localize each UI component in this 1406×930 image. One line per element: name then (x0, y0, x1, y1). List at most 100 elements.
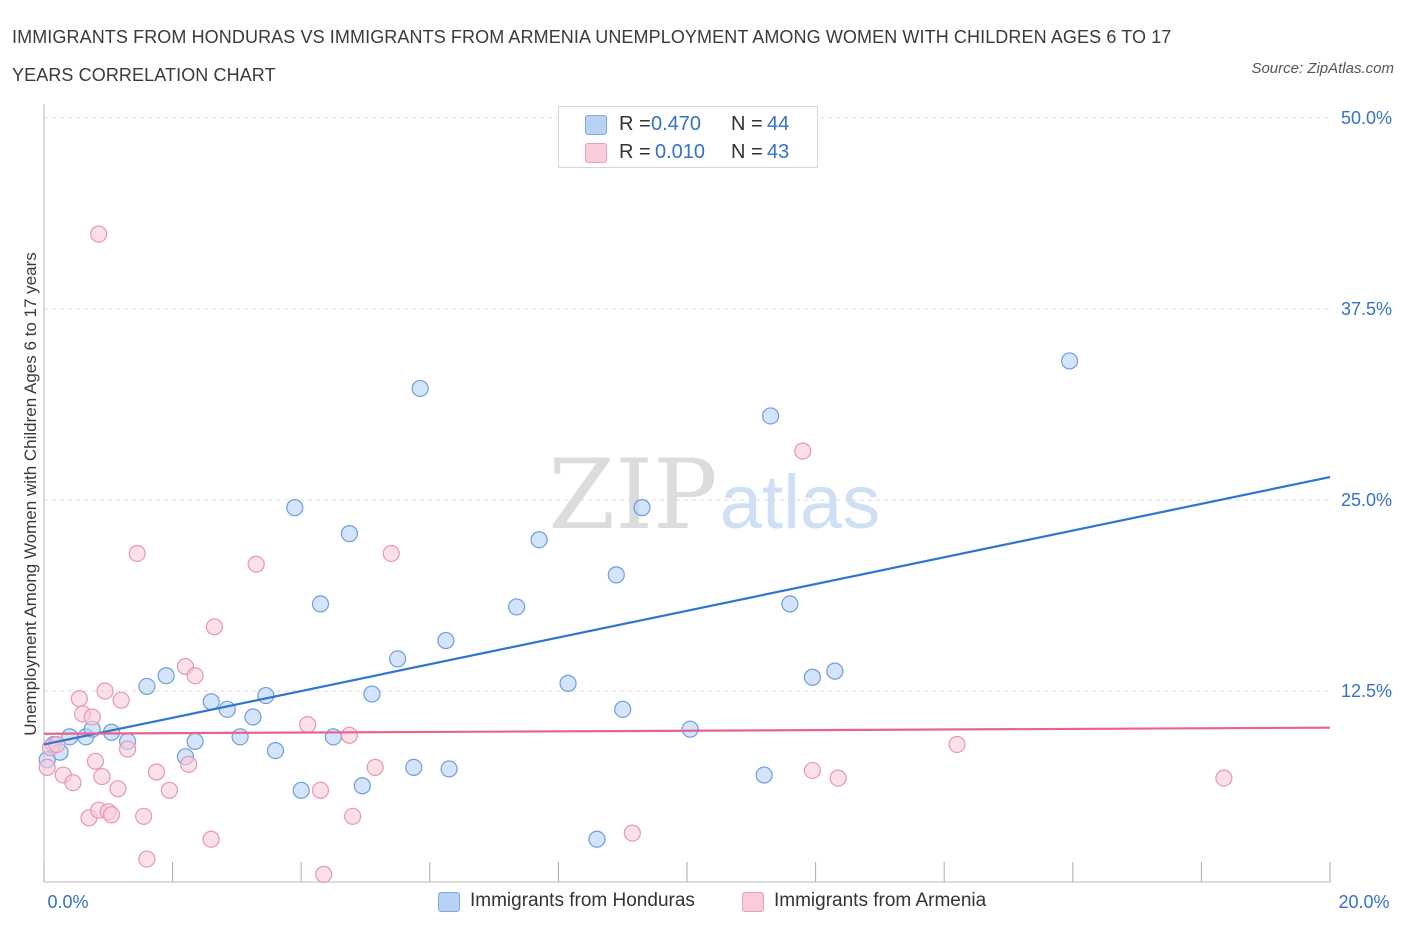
armenia-point (128, 544, 146, 563)
armenia-point (340, 726, 359, 744)
grid-lines (44, 117, 1330, 692)
honduras-point (588, 830, 606, 848)
x-tick-label: 0.0% (47, 892, 88, 912)
honduras-point (681, 720, 699, 738)
armenia-point (186, 667, 204, 685)
armenia-point (205, 618, 223, 636)
honduras-point (755, 766, 773, 784)
series-legend: Immigrants from Honduras Immigrants from… (0, 888, 1406, 918)
armenia-point (90, 225, 108, 243)
honduras-point (411, 379, 429, 398)
honduras-point (559, 674, 577, 692)
armenia-point (48, 735, 66, 754)
armenia-point (299, 716, 317, 734)
armenia-point (118, 740, 137, 758)
data-points (38, 225, 1233, 883)
honduras-point (157, 667, 175, 685)
armenia-point (794, 442, 812, 460)
chart-title: IMMIGRANTS FROM HONDURAS VS IMMIGRANTS F… (12, 27, 1172, 85)
honduras-point (353, 777, 371, 795)
armenia-point (112, 691, 130, 709)
armenia-point (202, 830, 220, 848)
axes: 12.5% 25.0% 37.5% 50.0% 0.0% 20.0% (43, 104, 1392, 912)
honduras-point (324, 728, 342, 746)
honduras-point (826, 662, 844, 680)
r-value: 0.010 (655, 141, 706, 163)
armenia-point (83, 708, 101, 726)
armenia-point (315, 865, 333, 883)
armenia-point (70, 690, 88, 708)
honduras-trend-line (43, 476, 1331, 746)
armenia-point (180, 755, 198, 773)
honduras-point (389, 650, 407, 668)
honduras-point (363, 685, 381, 703)
armenia-swatch (585, 143, 607, 163)
source-label: Source: ZipAtlas.com (1251, 60, 1394, 77)
y-tick-label: 37.5% (1341, 299, 1392, 319)
x-tick-label: 20.0% (1338, 892, 1389, 912)
honduras-point (218, 700, 236, 718)
armenia-point (138, 850, 156, 868)
honduras-point (257, 686, 275, 705)
armenia-point (102, 806, 121, 824)
armenia-point (344, 807, 362, 825)
legend-label: Immigrants from Armenia (774, 890, 987, 911)
honduras-point (292, 781, 310, 799)
honduras-point (530, 531, 548, 549)
armenia-point (109, 780, 127, 798)
honduras-swatch (585, 115, 607, 135)
armenia-point (93, 767, 111, 786)
honduras-point (633, 499, 651, 517)
y-axis-label: Unemployment Among Women with Children A… (21, 252, 40, 736)
y-tick-label: 50.0% (1341, 108, 1392, 128)
r-label: R = (619, 141, 651, 163)
armenia-point (38, 758, 56, 777)
armenia-point (366, 758, 384, 777)
watermark-atlas: atlas (720, 460, 881, 545)
y-tick-label: 12.5% (1341, 681, 1392, 701)
honduras-point (405, 758, 423, 777)
honduras-point (186, 732, 204, 751)
armenia-point (247, 555, 265, 573)
honduras-point (781, 595, 799, 613)
armenia-point (160, 781, 178, 799)
armenia-point (382, 544, 400, 563)
honduras-point (286, 499, 304, 517)
watermark: ZIP atlas (548, 439, 880, 551)
n-value: 44 (767, 113, 790, 135)
honduras-point (231, 728, 249, 746)
honduras-point (1060, 352, 1079, 370)
watermark-zip: ZIP (548, 439, 717, 551)
honduras-point (437, 631, 455, 650)
honduras-point (340, 525, 359, 543)
armenia-point (623, 824, 641, 842)
honduras-point (607, 566, 625, 584)
honduras-point (138, 677, 156, 696)
armenia-point (96, 682, 114, 700)
honduras-point (508, 598, 526, 616)
n-label: N = (731, 141, 763, 163)
armenia-point (86, 752, 105, 770)
armenia-point (311, 781, 330, 799)
armenia-legend-swatch (742, 892, 764, 912)
armenia-point (948, 735, 966, 754)
honduras-point (803, 668, 821, 686)
honduras-point (311, 595, 330, 613)
honduras-point (244, 708, 262, 726)
armenia-point (829, 769, 847, 787)
armenia-point (64, 774, 82, 792)
trend-lines (43, 476, 1331, 746)
honduras-point (202, 693, 220, 711)
r-label: R = (619, 113, 651, 135)
legend-label: Immigrants from Honduras (470, 890, 695, 911)
stats-legend: R = 0.470 N = 44 R = 0.010 N = 43 (558, 106, 818, 168)
n-label: N = (731, 113, 763, 135)
n-value: 43 (767, 141, 790, 163)
honduras-point (614, 700, 632, 718)
y-axis-label-group: Unemployment Among Women with Children A… (21, 252, 40, 736)
armenia-point (803, 761, 821, 780)
honduras-point (761, 407, 780, 425)
armenia-point (147, 763, 166, 781)
armenia-point (1215, 769, 1233, 787)
